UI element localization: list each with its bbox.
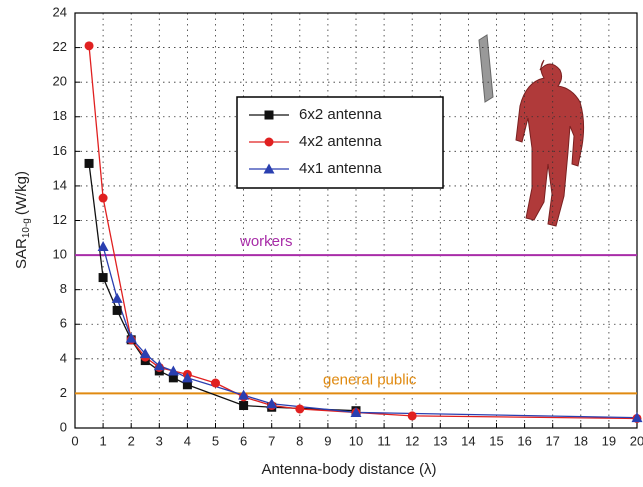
legend-label: 4x1 antenna: [299, 160, 382, 177]
x-tick-label: 3: [156, 433, 163, 448]
data-point: [111, 292, 123, 303]
y-axis-label-sub: 10-g: [21, 218, 32, 238]
y-tick-label: 6: [60, 316, 67, 331]
data-point: [181, 372, 193, 383]
y-tick-label: 14: [53, 177, 67, 192]
legend-label: 4x2 antenna: [299, 133, 382, 150]
y-tick-label: 8: [60, 281, 67, 296]
x-tick-label: 15: [489, 433, 503, 448]
y-axis-label-main: SAR: [13, 238, 30, 269]
data-point: [350, 406, 362, 417]
data-point: [153, 360, 165, 371]
data-point: [266, 398, 278, 409]
y-tick-label: 18: [53, 108, 67, 123]
y-axis-label-unit: (W/kg): [13, 171, 30, 215]
x-tick-label: 8: [296, 433, 303, 448]
data-point: [125, 332, 137, 343]
data-point: [238, 389, 250, 400]
data-point: [211, 378, 220, 388]
x-tick-label: 17: [545, 433, 559, 448]
reference-label: workers: [239, 233, 293, 250]
data-point: [295, 404, 305, 414]
y-tick-label: 12: [53, 212, 67, 227]
y-axis-label: SAR10-g (W/kg): [13, 171, 32, 269]
data-point: [97, 240, 109, 251]
data-point: [98, 193, 108, 203]
data-point: [631, 412, 643, 423]
x-tick-label: 4: [184, 433, 191, 448]
series-line: [102, 246, 638, 419]
legend-marker: [264, 137, 274, 147]
x-tick-label: 5: [212, 433, 219, 448]
data-point: [168, 373, 178, 383]
x-tick-label: 7: [268, 433, 275, 448]
data-point: [407, 411, 417, 421]
x-tick-label: 18: [574, 433, 588, 448]
y-tick-label: 20: [53, 74, 67, 89]
data-point: [167, 365, 179, 376]
data-point: [139, 348, 151, 359]
data-point: [84, 41, 94, 51]
y-tick-label: 0: [60, 419, 67, 434]
x-tick-label: 11: [377, 433, 391, 448]
x-tick-label: 6: [240, 433, 247, 448]
data-point: [98, 273, 108, 283]
y-tick-label: 2: [60, 385, 67, 400]
x-tick-label: 16: [517, 433, 531, 448]
x-tick-label: 9: [324, 433, 331, 448]
figure-illustration: [478, 34, 585, 227]
legend-label: 6x2 antenna: [299, 106, 382, 123]
x-tick-label: 14: [461, 433, 475, 448]
y-tick-label: 22: [53, 39, 67, 54]
x-tick-label: 20: [630, 433, 643, 448]
data-point: [182, 380, 192, 390]
data-point: [84, 158, 94, 168]
y-tick-label: 10: [53, 247, 67, 262]
plot-frame: [74, 12, 638, 429]
y-tick-label: 4: [60, 350, 67, 365]
x-axis-label: Antenna-body distance (λ): [261, 461, 436, 478]
y-tick-label: 16: [53, 143, 67, 158]
legend-marker: [263, 163, 275, 174]
reference-label: general public: [323, 371, 417, 388]
x-tick-label: 10: [349, 433, 363, 448]
series-line: [88, 163, 357, 412]
x-tick-label: 12: [405, 433, 419, 448]
data-point: [112, 305, 122, 315]
x-tick-label: 19: [602, 433, 616, 448]
x-tick-label: 2: [128, 433, 135, 448]
legend-marker: [264, 110, 274, 120]
x-tick-label: 13: [433, 433, 447, 448]
x-tick-label: 0: [71, 433, 78, 448]
x-tick-label: 1: [99, 433, 106, 448]
data-point: [239, 401, 249, 411]
y-tick-label: 24: [53, 4, 67, 19]
